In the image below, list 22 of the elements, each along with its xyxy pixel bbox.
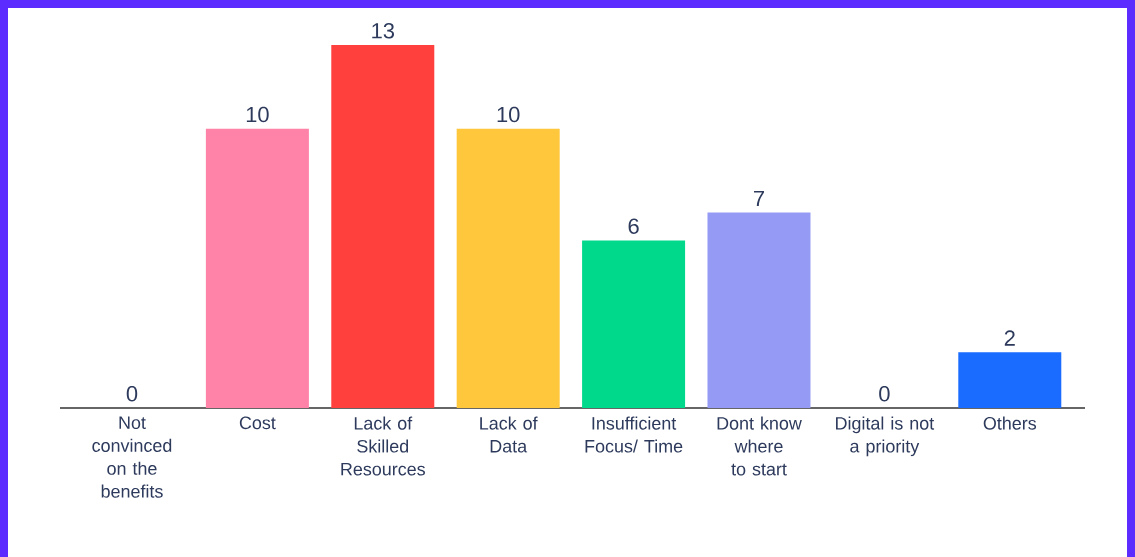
x-tick-label: Others <box>983 416 1037 430</box>
x-tick-label: Dont know where to start <box>717 416 802 476</box>
data-label: 13 <box>372 23 395 39</box>
bar <box>205 128 309 408</box>
data-label: 0 <box>879 385 890 402</box>
bar <box>707 212 811 408</box>
data-label: 0 <box>126 385 138 402</box>
data-label: 7 <box>754 190 764 207</box>
bar <box>456 128 560 408</box>
x-tick-label: Lack of Skilled Resources <box>341 416 425 476</box>
x-tick-label: Cost <box>239 416 276 430</box>
bar <box>958 352 1062 408</box>
x-tick-label: Lack of Data <box>480 416 538 453</box>
data-label: 10 <box>497 106 520 123</box>
x-tick-label: Not convinced on the benefits <box>92 416 172 498</box>
data-label: 2 <box>1004 330 1015 346</box>
data-label: 6 <box>628 218 639 234</box>
bar <box>582 240 686 408</box>
data-label: 10 <box>246 106 269 123</box>
x-tick-label: Insufficient Focus/ Time <box>585 416 683 453</box>
bar <box>331 45 435 408</box>
x-tick-label: Digital is not a priority <box>836 416 935 457</box>
